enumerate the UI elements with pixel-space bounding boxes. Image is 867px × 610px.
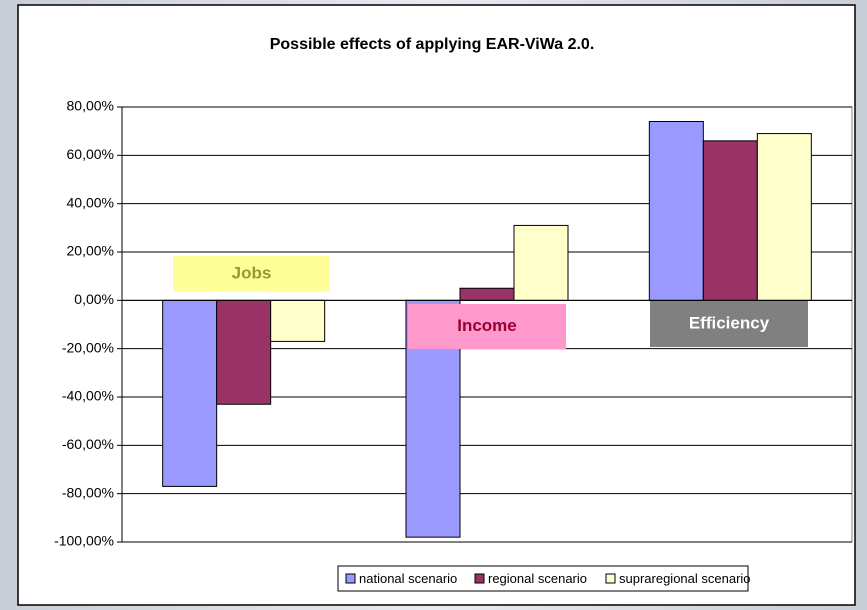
legend bbox=[337, 565, 749, 592]
category-box bbox=[408, 304, 566, 349]
y-tick-label: 40,00% bbox=[67, 194, 114, 210]
legend-swatch bbox=[345, 573, 356, 584]
y-tick-label: -60,00% bbox=[62, 436, 114, 452]
y-tick-label: 80,00% bbox=[67, 98, 114, 114]
bar bbox=[459, 287, 515, 301]
category-label: Income bbox=[457, 316, 517, 335]
bar bbox=[648, 121, 704, 301]
category-label: Efficiency bbox=[689, 313, 770, 332]
bar bbox=[270, 299, 326, 342]
y-tick-label: -40,00% bbox=[62, 388, 114, 404]
y-tick-label: 60,00% bbox=[67, 146, 114, 162]
bar bbox=[162, 299, 218, 487]
y-tick-label: -100,00% bbox=[54, 533, 114, 549]
chart-title: Possible effects of applying EAR-ViWa 2.… bbox=[270, 36, 595, 53]
y-tick-label: 20,00% bbox=[67, 243, 114, 259]
bar bbox=[513, 224, 569, 301]
legend-swatch bbox=[474, 573, 485, 584]
y-tick-label: -20,00% bbox=[62, 339, 114, 355]
bar bbox=[756, 133, 812, 301]
y-tick-label: 0,00% bbox=[74, 291, 114, 307]
bar bbox=[702, 140, 758, 301]
category-label: Jobs bbox=[232, 263, 272, 282]
legend-label: supraregional scenario bbox=[619, 571, 751, 586]
legend-label: national scenario bbox=[359, 571, 457, 586]
category-box bbox=[650, 301, 808, 347]
legend-label: regional scenario bbox=[488, 571, 587, 586]
bar bbox=[216, 299, 272, 405]
category-box bbox=[173, 256, 330, 292]
legend-swatch bbox=[605, 573, 616, 584]
y-tick-label: -80,00% bbox=[62, 484, 114, 500]
